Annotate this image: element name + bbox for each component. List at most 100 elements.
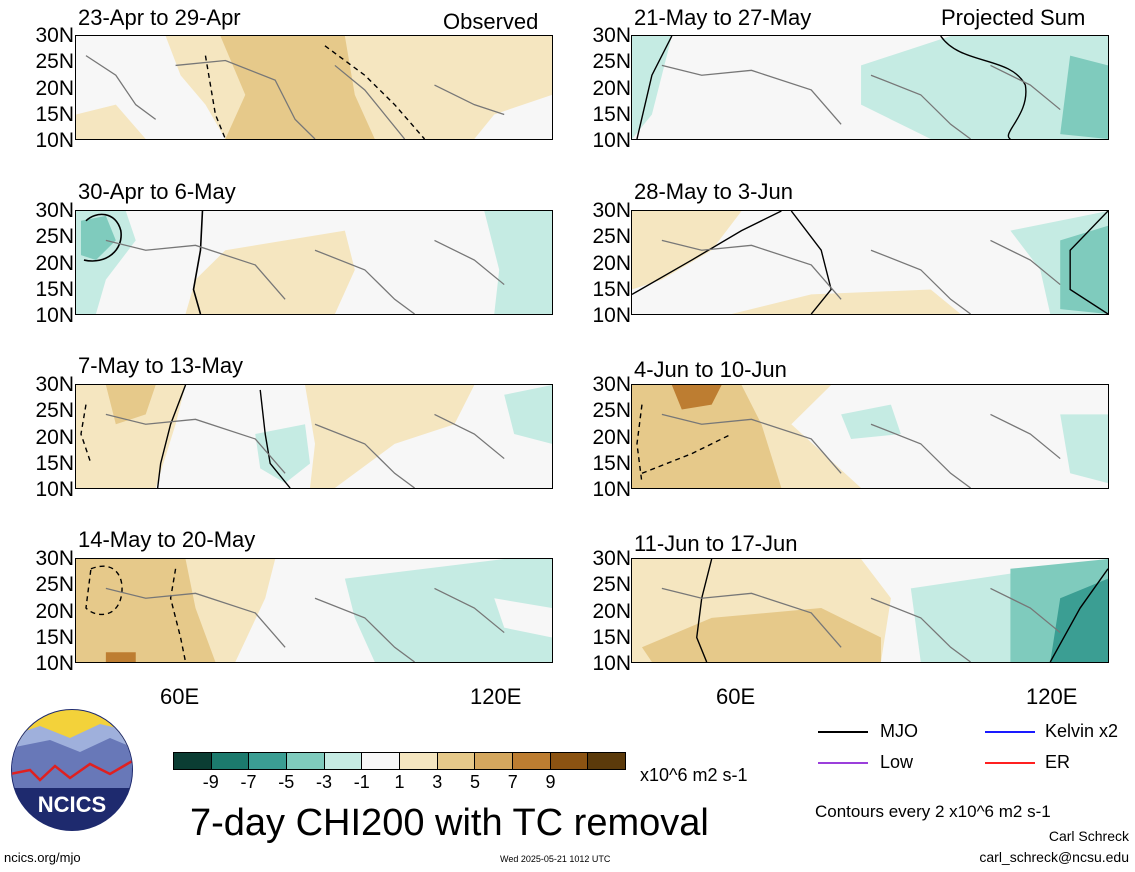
lat-label: 30N: [35, 24, 74, 47]
panel-title: 30-Apr to 6-May: [78, 179, 236, 204]
lat-label: 30N: [592, 199, 631, 222]
lat-label: 15N: [592, 102, 631, 126]
site-link[interactable]: ncics.org/mjo: [4, 850, 81, 865]
panel-title: 23-Apr to 29-Apr: [78, 5, 241, 30]
lat-label: 25N: [35, 225, 74, 249]
lat-label: 20N: [592, 251, 631, 275]
credit-email[interactable]: carl_schreck@ncsu.edu: [979, 849, 1129, 865]
credit-name: Carl Schreck: [1048, 828, 1129, 844]
colorbar-tick-label: -7: [240, 772, 257, 792]
colorbar-swatch: [513, 753, 551, 769]
legend-kelvin-line: [985, 731, 1035, 733]
lat-label: 20N: [35, 251, 74, 275]
colorbar-swatch: [324, 753, 363, 769]
contours-note: Contours every 2 x10^6 m2 s-1: [815, 802, 1051, 821]
legend-er-line: [985, 762, 1035, 764]
legend-kelvin-label: Kelvin x2: [1045, 721, 1119, 741]
colorbar-tick-label: 9: [545, 772, 556, 792]
lat-label: 20N: [35, 599, 74, 623]
map-panel-projected-2: [631, 210, 1109, 315]
colorbar-tick-label: 5: [469, 772, 480, 792]
map-panel-projected-1: [631, 35, 1109, 140]
panel-title: 28-May to 3-Jun: [634, 179, 793, 204]
colorbar-units: x10^6 m2 s-1: [640, 765, 748, 785]
colorbar-swatch: [588, 753, 626, 769]
colorbar: [173, 752, 626, 770]
lat-label: 30N: [35, 199, 74, 222]
projected-sum-label: Projected Sum: [941, 5, 1086, 30]
lat-label: 15N: [35, 451, 74, 475]
colorbar-swatch: [437, 753, 476, 769]
colorbar-swatch: [287, 753, 325, 769]
lat-label: 30N: [35, 373, 74, 396]
lat-label: 25N: [35, 573, 74, 597]
colorbar-swatch: [249, 753, 288, 769]
legend-mjo-label: MJO: [880, 721, 918, 741]
colorbar-swatch: [550, 753, 589, 769]
legend-low-line: [818, 762, 868, 764]
colorbar-tick-label: -9: [202, 772, 219, 792]
panel-title: 7-May to 13-May: [78, 353, 244, 378]
map-panel-observed-2: [75, 210, 553, 315]
colorbar-tick-label: -1: [353, 772, 370, 792]
colorbar-swatch: [475, 753, 514, 769]
lat-label: 20N: [35, 76, 74, 100]
lat-label: 30N: [592, 547, 631, 570]
map-panel-projected-3: [631, 384, 1109, 489]
lat-label: 20N: [35, 425, 74, 449]
lat-label: 15N: [592, 451, 631, 475]
colorbar-tick-label: 3: [432, 772, 443, 792]
lat-label: 25N: [592, 573, 631, 597]
lat-label: 30N: [592, 373, 631, 396]
lat-label: 15N: [592, 625, 631, 649]
lat-label: 10N: [35, 652, 74, 675]
colorbar-swatch: [174, 753, 212, 769]
legend-low-label: Low: [880, 752, 914, 772]
legend-mjo-line: [818, 731, 868, 733]
lat-label: 25N: [592, 399, 631, 423]
lat-label: 10N: [35, 129, 74, 152]
panel-title: 4-Jun to 10-Jun: [634, 357, 787, 382]
lon-label-120e-left: 120E: [470, 684, 522, 709]
observed-label: Observed: [443, 9, 539, 34]
lat-label: 20N: [592, 599, 631, 623]
lat-label: 10N: [592, 129, 631, 152]
lat-label: 10N: [35, 304, 74, 327]
lat-label: 25N: [35, 399, 74, 423]
colorbar-tick-label: -5: [278, 772, 295, 792]
lat-label: 10N: [592, 304, 631, 327]
lon-label-60e-right: 60E: [716, 684, 756, 709]
lat-label: 15N: [35, 625, 74, 649]
lat-label: 15N: [35, 102, 74, 126]
lon-label-120e-right: 120E: [1026, 684, 1078, 709]
colorbar-tick-label: -3: [315, 772, 332, 792]
lon-label-60e-left: 60E: [160, 684, 200, 709]
colorbar-swatch: [211, 753, 250, 769]
map-panel-observed-1: [75, 35, 553, 140]
map-panel-observed-4: [75, 558, 553, 663]
lat-label: 10N: [592, 478, 631, 501]
lat-label: 25N: [35, 50, 74, 74]
map-panel-observed-3: [75, 384, 553, 489]
colorbar-swatch: [400, 753, 438, 769]
panel-title: 14-May to 20-May: [78, 527, 256, 552]
lat-label: 25N: [592, 50, 631, 74]
panel-title: 21-May to 27-May: [634, 5, 812, 30]
logo-text: NCICS: [38, 792, 106, 817]
lat-label: 25N: [592, 225, 631, 249]
lat-label: 20N: [592, 76, 631, 100]
colorbar-swatch: [362, 753, 401, 769]
lat-label: 20N: [592, 425, 631, 449]
colorbar-tick-label: 1: [394, 772, 405, 792]
panel-title: 11-Jun to 17-Jun: [634, 531, 798, 556]
lat-label: 15N: [592, 277, 631, 301]
map-panel-projected-4: [631, 558, 1109, 663]
lat-label: 10N: [35, 478, 74, 501]
ncics-logo: NCICS: [11, 709, 133, 831]
main-title: 7-day CHI200 with TC removal: [190, 802, 709, 844]
lat-label: 30N: [592, 24, 631, 47]
lat-label: 10N: [592, 652, 631, 675]
colorbar-tick-label: 7: [507, 772, 518, 792]
legend-er-label: ER: [1045, 752, 1071, 772]
lat-label: 15N: [35, 277, 74, 301]
